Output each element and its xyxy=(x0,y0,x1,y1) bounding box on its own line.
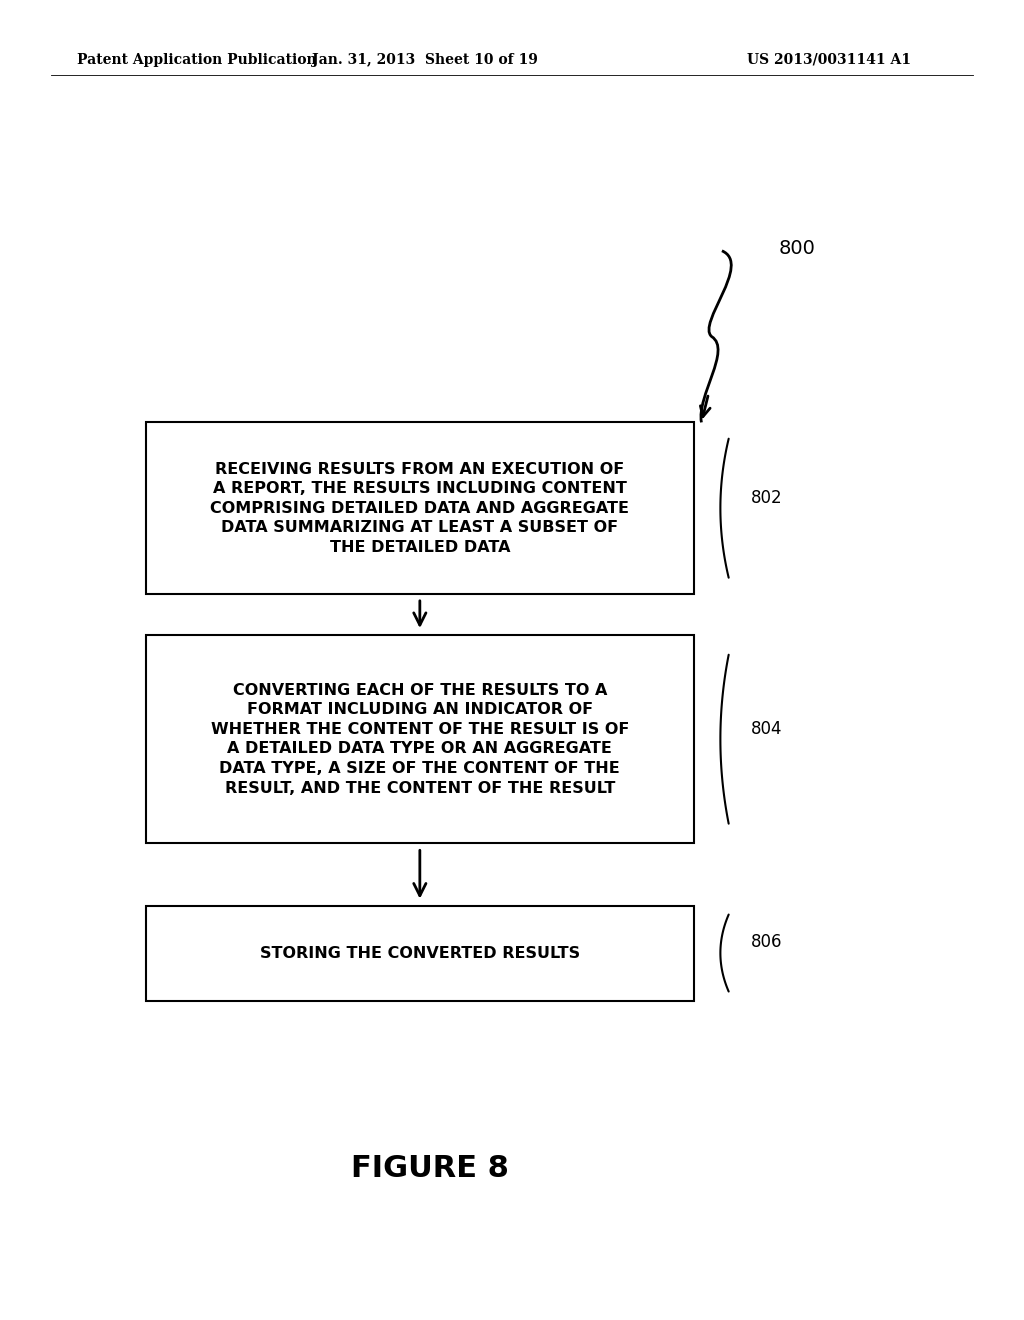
Text: CONVERTING EACH OF THE RESULTS TO A
FORMAT INCLUDING AN INDICATOR OF
WHETHER THE: CONVERTING EACH OF THE RESULTS TO A FORM… xyxy=(211,682,629,796)
Text: 800: 800 xyxy=(778,239,815,257)
Text: 804: 804 xyxy=(752,719,782,738)
Text: Jan. 31, 2013  Sheet 10 of 19: Jan. 31, 2013 Sheet 10 of 19 xyxy=(312,53,538,67)
FancyBboxPatch shape xyxy=(145,422,694,594)
FancyBboxPatch shape xyxy=(145,906,694,1001)
Text: Patent Application Publication: Patent Application Publication xyxy=(77,53,316,67)
Text: RECEIVING RESULTS FROM AN EXECUTION OF
A REPORT, THE RESULTS INCLUDING CONTENT
C: RECEIVING RESULTS FROM AN EXECUTION OF A… xyxy=(210,462,630,554)
FancyBboxPatch shape xyxy=(145,635,694,843)
Text: FIGURE 8: FIGURE 8 xyxy=(351,1154,509,1183)
Text: 806: 806 xyxy=(752,933,782,952)
Text: US 2013/0031141 A1: US 2013/0031141 A1 xyxy=(748,53,911,67)
Text: STORING THE CONVERTED RESULTS: STORING THE CONVERTED RESULTS xyxy=(260,945,580,961)
Text: 802: 802 xyxy=(752,488,782,507)
